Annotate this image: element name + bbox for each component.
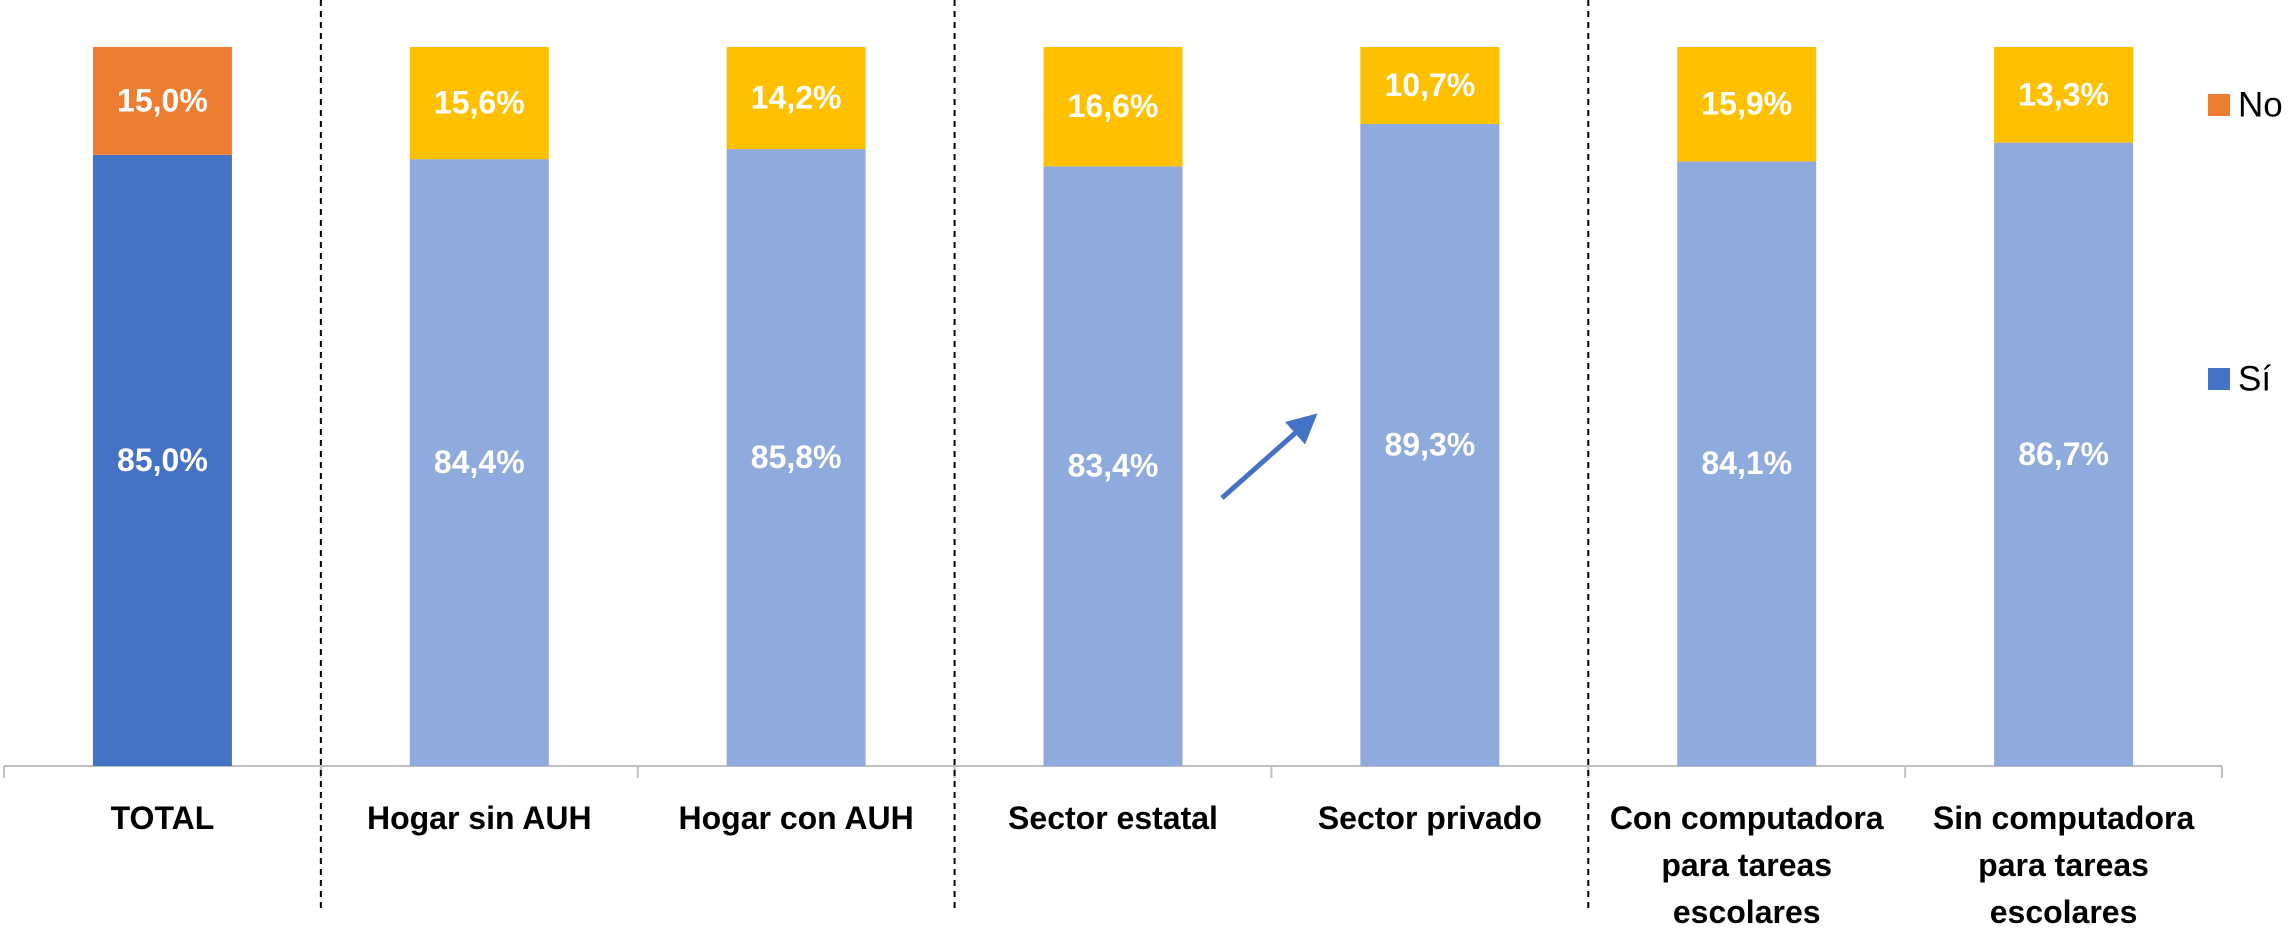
x-tick-label: Sector privado — [1317, 800, 1542, 836]
data-label: 85,8% — [751, 439, 842, 475]
legend-label: Sí — [2238, 359, 2271, 398]
data-label: 84,1% — [1701, 445, 1792, 481]
data-label: 83,4% — [1068, 448, 1159, 484]
arrow — [1220, 413, 1318, 500]
bar-segment — [1994, 142, 2134, 766]
bar-segment — [1994, 47, 2134, 143]
data-label: 85,0% — [117, 442, 208, 478]
bar-segment — [409, 159, 549, 766]
bar-segment — [726, 47, 866, 150]
x-tick-label: Hogar con AUH — [678, 800, 914, 836]
bar-segment — [92, 154, 232, 767]
bar-segment — [1360, 123, 1500, 767]
x-tick-label: Sin computadora para tareas escolares — [1932, 800, 2195, 930]
x-tick-label: Con computadora para tareas escolares — [1609, 800, 1884, 930]
data-label: 10,7% — [1384, 67, 1475, 103]
data-label: 15,0% — [117, 82, 208, 118]
legend-swatch — [2208, 368, 2230, 390]
bar-segment — [1677, 47, 1817, 162]
legend-label: No — [2238, 85, 2283, 124]
bar-segment — [1043, 166, 1183, 766]
legend-swatch — [2208, 94, 2230, 116]
bar-segment — [92, 47, 232, 155]
data-label: 86,7% — [2018, 436, 2109, 472]
x-tick-label: Hogar sin AUH — [366, 800, 592, 836]
x-tick-label: Sector estatal — [1008, 800, 1218, 836]
bar-segment — [1360, 47, 1500, 124]
bar-segment — [1677, 161, 1817, 767]
data-label: 89,3% — [1384, 426, 1475, 462]
data-label: 16,6% — [1068, 88, 1159, 124]
data-label: 15,9% — [1701, 86, 1792, 122]
data-label: 84,4% — [434, 444, 525, 480]
data-label: 13,3% — [2018, 76, 2109, 112]
data-label: 15,6% — [434, 85, 525, 121]
bar-segment — [1043, 47, 1183, 167]
bar-segment — [409, 47, 549, 160]
x-tick-label: TOTAL — [110, 800, 215, 836]
data-label: 14,2% — [751, 80, 842, 116]
bar-segment — [726, 149, 866, 766]
